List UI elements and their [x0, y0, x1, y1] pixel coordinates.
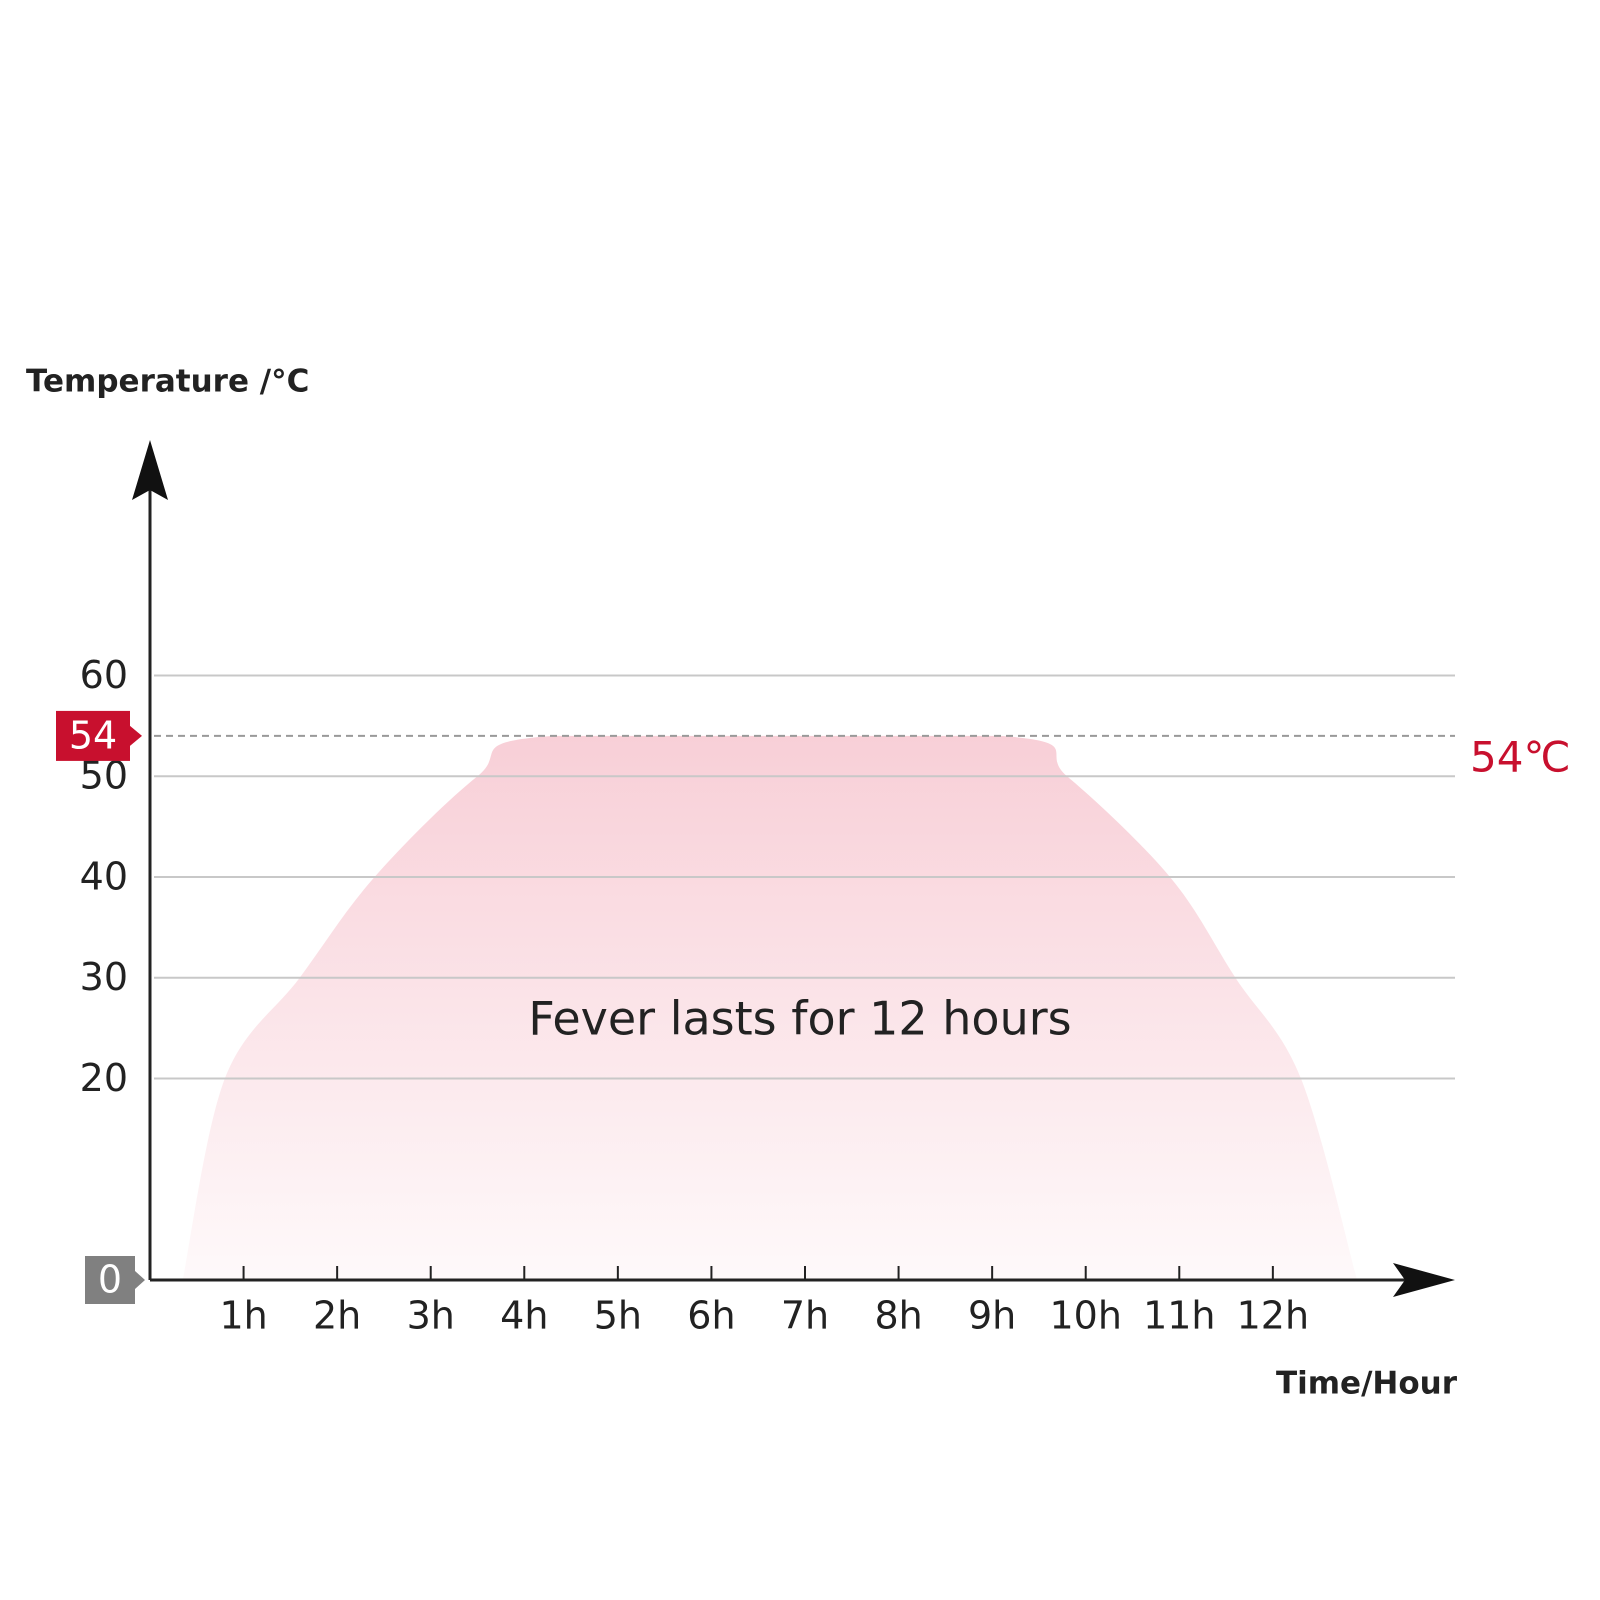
- reference-badge: [56, 710, 130, 761]
- x-tick-label: 5h: [594, 1294, 642, 1338]
- y-tick-label: 60: [80, 653, 128, 697]
- reference-badge-pointer: [130, 725, 142, 746]
- x-tick-label: 6h: [687, 1294, 735, 1338]
- x-tick-label: 3h: [407, 1294, 455, 1338]
- x-tick-label: 11h: [1143, 1294, 1215, 1338]
- y-tick-label: 50: [80, 754, 128, 798]
- area: [182, 735, 1358, 1280]
- x-tick-label: 12h: [1237, 1294, 1309, 1338]
- y-tick-label: 0: [98, 1258, 122, 1302]
- zero-badge: [85, 1256, 135, 1304]
- grid-layer: [154, 674, 1455, 1080]
- reference-badge-label: 54: [69, 713, 117, 757]
- x-tick-label: 7h: [781, 1294, 829, 1338]
- x-tick-label: 4h: [500, 1294, 548, 1338]
- y-tick-label: 30: [80, 955, 128, 999]
- reference-label: 54℃: [1470, 732, 1571, 781]
- x-tick-label: 9h: [968, 1294, 1016, 1338]
- y-tick-label: 20: [80, 1056, 128, 1100]
- x-tick-label: 1h: [219, 1294, 267, 1338]
- x-tick-label: 10h: [1049, 1294, 1121, 1338]
- x-axis-arrow: [1393, 1263, 1455, 1297]
- area-layer: [182, 735, 1358, 1280]
- x-tick-label: 2h: [313, 1294, 361, 1338]
- y-axis-arrow: [132, 440, 168, 500]
- axes-layer: 0 20 30 40 50 60 54 54℃ 1h 2h 3h 4h 5h 6h 7h 8h 9h 10h 11h…: [56, 440, 1571, 1338]
- y-tick-label: 40: [80, 854, 128, 898]
- annotation: Fever lasts for 12 hours: [528, 992, 1071, 1046]
- x-tick-label: 8h: [874, 1294, 922, 1338]
- y-axis-title: Temperature /°C: [26, 364, 309, 400]
- x-axis-title: Time/Hour: [1276, 1366, 1458, 1402]
- zero-badge-pointer: [135, 1271, 145, 1289]
